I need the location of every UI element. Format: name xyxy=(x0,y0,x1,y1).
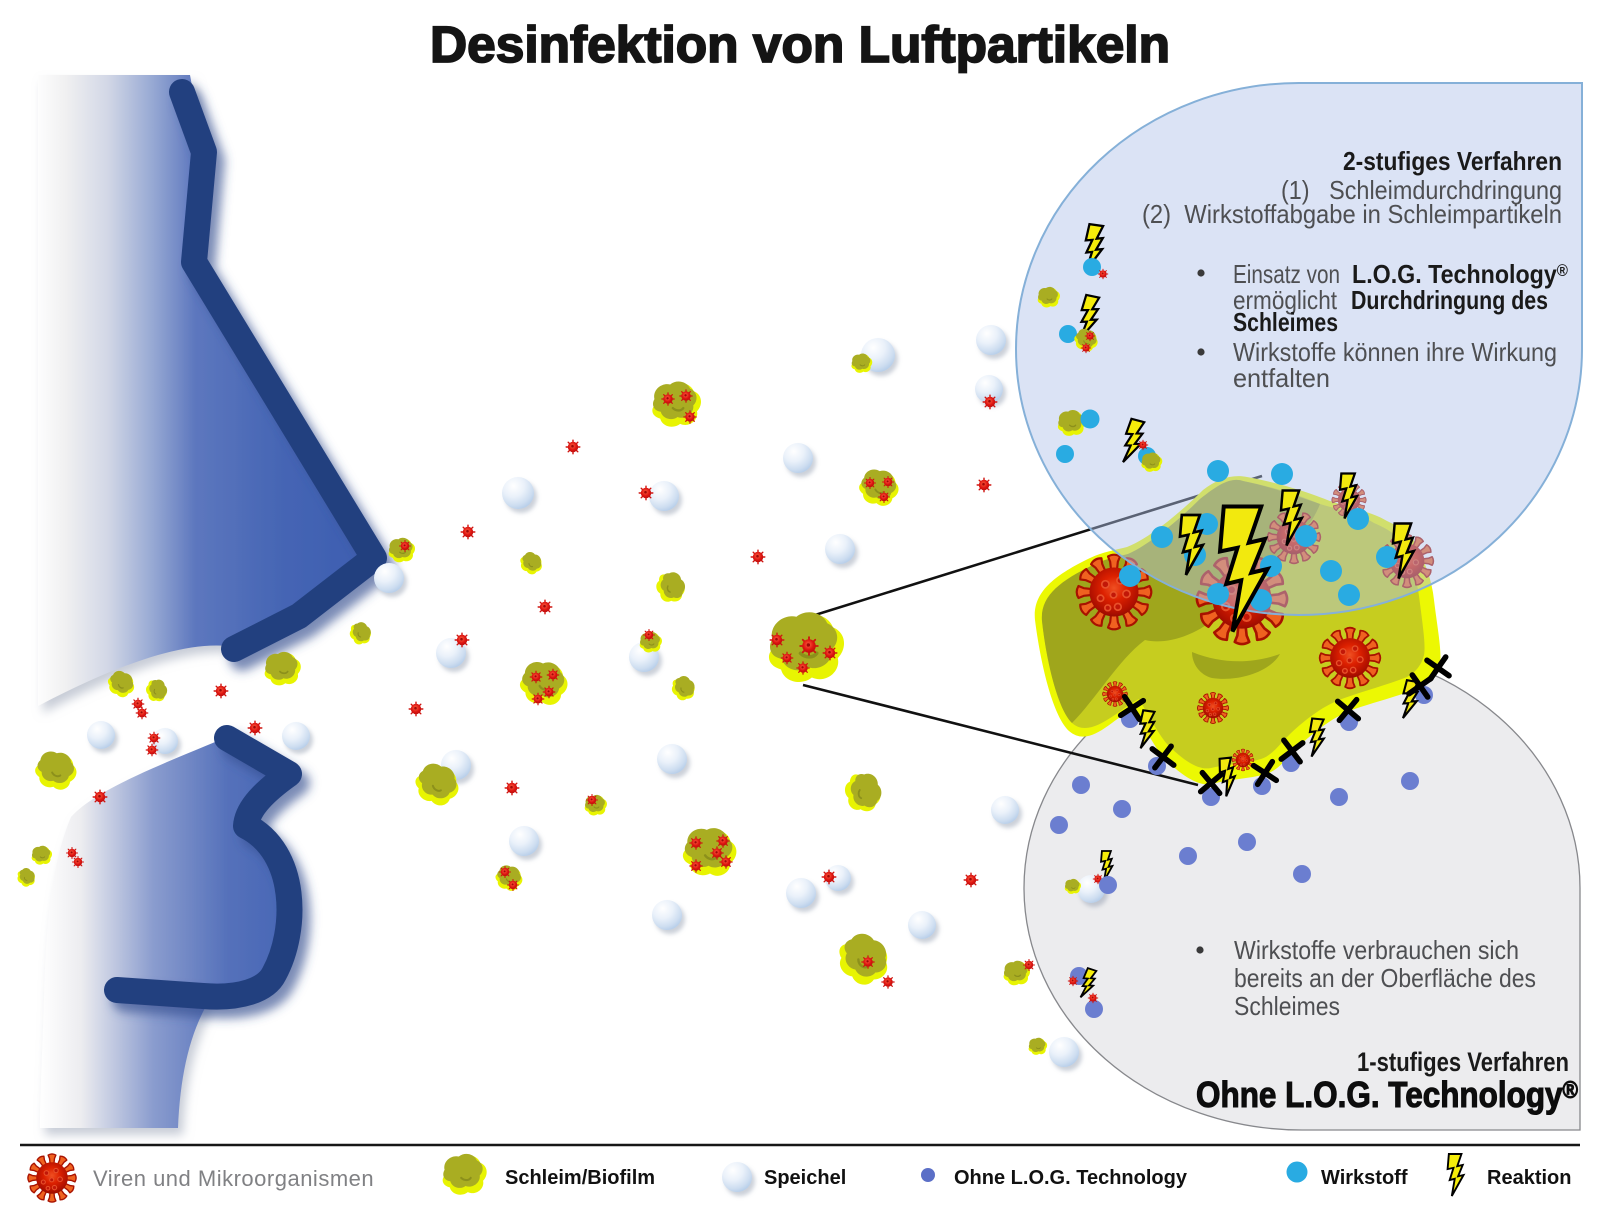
svg-text:Schleim/Biofilm: Schleim/Biofilm xyxy=(505,1167,655,1189)
svg-text:Wirkstoff: Wirkstoff xyxy=(1321,1167,1408,1189)
svg-text:Schleimes: Schleimes xyxy=(1234,991,1340,1021)
svg-text:Einsatz von: Einsatz von xyxy=(1233,259,1340,289)
svg-text:Wirkstoffe verbrauchen sich: Wirkstoffe verbrauchen sich xyxy=(1234,935,1519,965)
svg-text:Schleimes: Schleimes xyxy=(1233,307,1338,337)
svg-text:2-stufiges Verfahren: 2-stufiges Verfahren xyxy=(1343,146,1562,176)
svg-text:entfalten: entfalten xyxy=(1233,363,1330,393)
svg-text:Desinfektion von Luftpartikeln: Desinfektion von Luftpartikeln xyxy=(430,16,1170,73)
svg-text:Durchdringung des: Durchdringung des xyxy=(1351,285,1548,315)
svg-text:bereits an der Oberfläche des: bereits an der Oberfläche des xyxy=(1234,963,1536,993)
svg-text:L.O.G. Technology®: L.O.G. Technology® xyxy=(1352,259,1568,289)
svg-text:1-stufiges Verfahren: 1-stufiges Verfahren xyxy=(1357,1047,1569,1077)
svg-text:(2) Wirkstoffabgabe in Schlei: (2) Wirkstoffabgabe in Schleimpartikeln xyxy=(1142,199,1562,229)
svg-text:Ohne L.O.G. Technology: Ohne L.O.G. Technology xyxy=(954,1167,1188,1189)
svg-text:Ohne L.O.G. Technology®: Ohne L.O.G. Technology® xyxy=(1196,1074,1578,1115)
svg-text:Reaktion: Reaktion xyxy=(1487,1167,1571,1189)
svg-text:Viren und Mikroorganismen: Viren und Mikroorganismen xyxy=(93,1166,374,1191)
svg-text:(1) Schleimdurchdringung: (1) Schleimdurchdringung xyxy=(1281,175,1562,205)
svg-text:Speichel: Speichel xyxy=(764,1167,846,1189)
svg-text:Wirkstoffe können ihre Wirkung: Wirkstoffe können ihre Wirkung xyxy=(1233,337,1557,367)
svg-text:ermöglicht: ermöglicht xyxy=(1233,285,1338,315)
